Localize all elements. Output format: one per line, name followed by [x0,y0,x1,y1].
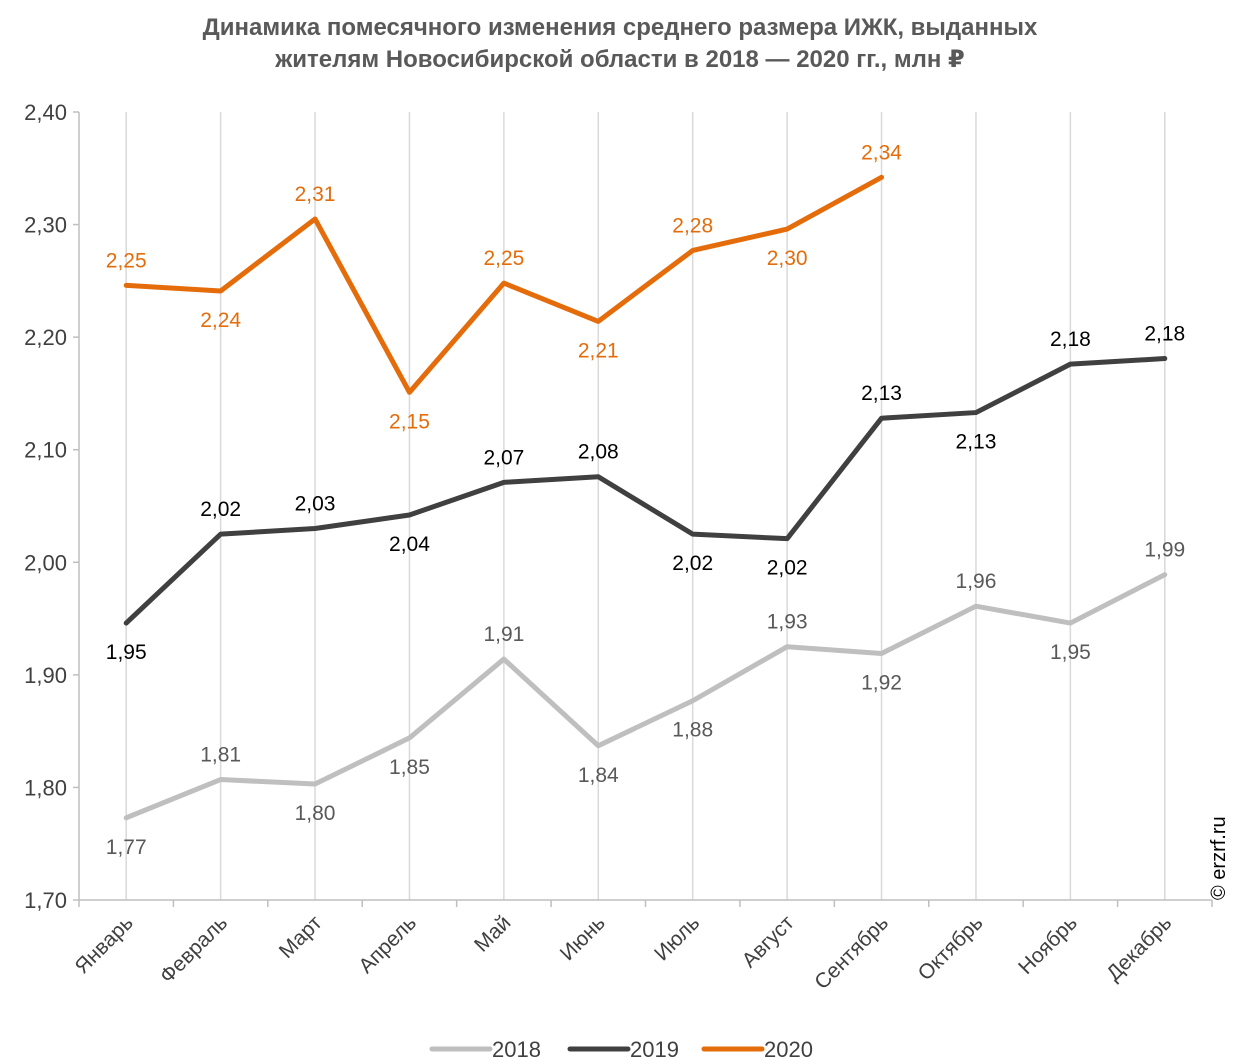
data-label-2020: 2,15 [389,410,430,433]
y-tick-label: 2,20 [24,325,67,350]
data-label-2019: 2,03 [295,493,336,516]
series-line-2019 [123,356,1168,626]
x-tick-label: Декабрь [1102,911,1176,985]
legend-label: 2018 [492,1037,541,1061]
chart-title-line-2: жителям Новосибирской области в 2018 — 2… [275,46,965,73]
x-tick-label: Июль [650,911,704,965]
data-label-2018: 1,99 [1144,539,1185,562]
data-label-2019: 2,13 [861,382,902,405]
data-label-2018: 1,92 [861,671,902,694]
data-label-2019: 2,08 [578,441,619,464]
data-label-2019: 2,07 [483,446,524,469]
data-label-2020: 2,24 [200,309,241,332]
watermark-text: © erzrf.ru [1208,816,1230,900]
y-tick-label: 1,80 [24,775,67,800]
data-label-2019: 2,04 [389,533,430,556]
axes: 1,70 1,80 1,90 2,00 2,10 2,20 2,30 2,40 Январь Фе… [24,100,1213,994]
x-tick-label: Август [738,911,799,972]
x-tick-label: Январь [71,911,138,978]
x-tick-label: Октябрь [914,911,988,985]
y-tick-label: 2,00 [24,550,67,575]
data-label-2019: 1,95 [106,641,147,664]
x-tick-label: Апрель [354,911,421,978]
x-tick-label: Май [470,911,515,956]
data-label-2020: 2,25 [483,247,524,270]
y-tick-label: 1,70 [24,888,67,913]
chart-title: Динамика помесячного изменения среднего … [0,12,1240,76]
data-label-2018: 1,80 [295,802,336,825]
data-label-2020: 2,30 [767,247,808,270]
x-tick-label: Июнь [556,911,610,965]
series-line-2020 [123,174,885,395]
chart-title-line-1: Динамика помесячного изменения среднего … [202,14,1038,41]
x-tick-label: Ноябрь [1014,911,1082,979]
y-tick-label: 2,40 [24,100,67,125]
data-label-2018: 1,93 [767,611,808,634]
data-label-2020: 2,28 [672,214,713,237]
series-lines [123,174,1168,821]
data-label-2019: 2,18 [1144,323,1185,346]
data-label-2020: 2,31 [295,183,336,206]
legend: 2018 2019 2020 [429,1037,813,1061]
x-tick-label: Март [275,911,327,963]
data-label-2018: 1,88 [672,719,713,742]
data-label-2020: 2,21 [578,339,619,362]
data-label-2020: 2,34 [861,141,902,164]
vertical-gridlines [125,112,1166,900]
data-label-2019: 2,18 [1050,328,1091,351]
x-tick-label: Сентябрь [810,911,893,994]
data-labels: 1,77 1,81 1,80 1,85 1,91 1,84 1,88 1,93 1,92 1,96… [106,141,1185,859]
data-label-2019: 2,02 [672,552,713,575]
legend-label: 2019 [630,1037,679,1061]
y-tick-label: 1,90 [24,663,67,688]
data-label-2019: 2,13 [956,431,997,454]
data-label-2018: 1,91 [483,623,524,646]
data-label-2018: 1,81 [200,744,241,767]
data-label-2018: 1,84 [578,764,619,787]
y-tick-label: 2,30 [24,213,67,238]
watermark: © erzrf.ru [1208,816,1240,1040]
data-label-2019: 2,02 [200,498,241,521]
data-label-2018: 1,96 [956,570,997,593]
series-line-2018 [123,572,1168,821]
data-label-2020: 2,25 [106,249,147,272]
data-label-2019: 2,02 [767,557,808,580]
data-label-2018: 1,85 [389,756,430,779]
data-label-2018: 1,95 [1050,641,1091,664]
data-label-2018: 1,77 [106,836,147,859]
legend-label: 2020 [764,1037,813,1061]
x-tick-label: Февраль [156,911,233,988]
y-tick-label: 2,10 [24,438,67,463]
